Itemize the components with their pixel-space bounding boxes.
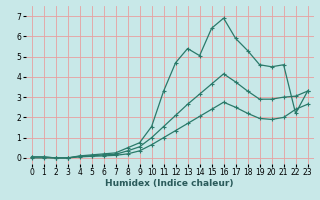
X-axis label: Humidex (Indice chaleur): Humidex (Indice chaleur) bbox=[105, 179, 234, 188]
